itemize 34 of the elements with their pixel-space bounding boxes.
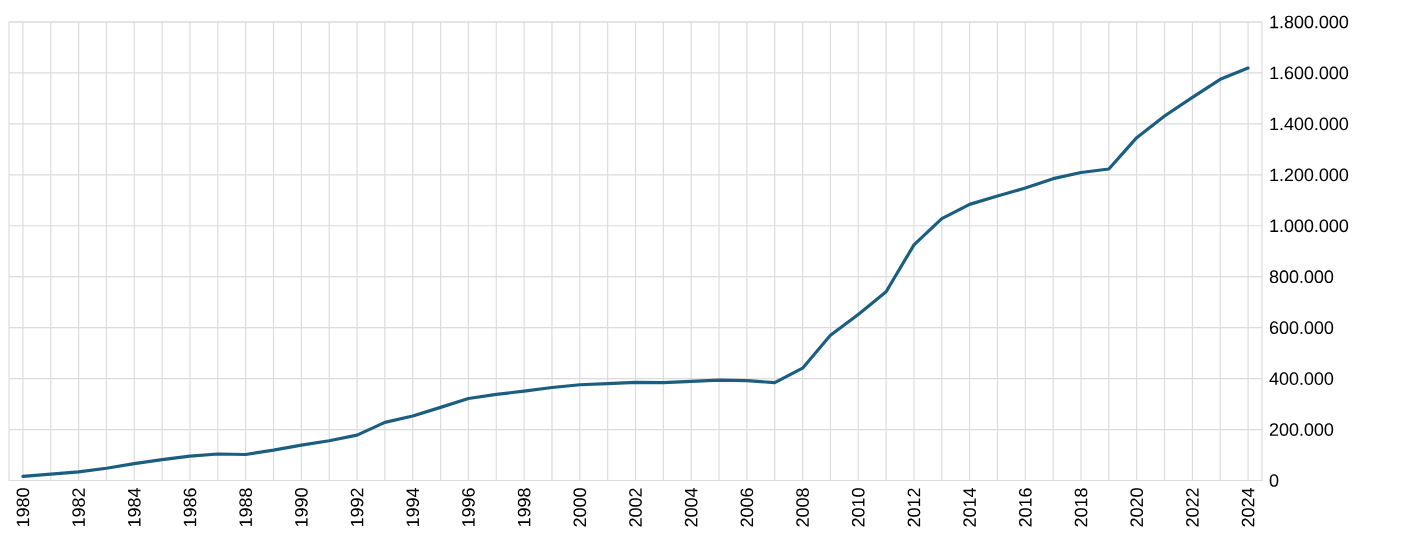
- x-tick-label: 1986: [183, 488, 197, 527]
- x-tick-label: 2018: [1074, 488, 1088, 527]
- x-tick-label: 1990: [295, 488, 308, 527]
- x-tick-label: 1988: [239, 488, 253, 527]
- x-tick-label: 1992: [350, 488, 364, 527]
- x-tick-label: 2016: [1018, 488, 1032, 527]
- x-tick-label: 2000: [573, 488, 587, 527]
- y-tick-label: 0: [1269, 474, 1279, 487]
- x-tick-label: 1998: [517, 488, 531, 527]
- x-tick-label: 1996: [462, 488, 475, 527]
- x-tick-label: 2002: [629, 488, 642, 527]
- y-tick-label: 1.800.000: [1270, 15, 1349, 29]
- y-tick-label: 1.400.000: [1270, 117, 1349, 131]
- x-tick-label: 2022: [1186, 488, 1199, 527]
- y-tick-label: 800.000: [1269, 270, 1334, 284]
- y-tick-label: 400.000: [1269, 372, 1334, 385]
- x-tick-label: 2008: [796, 488, 809, 527]
- x-tick-label: 1994: [406, 488, 420, 527]
- x-tick-label: 2004: [684, 488, 698, 527]
- line-series: [21, 66, 1250, 479]
- y-tick-label: 1.600.000: [1270, 66, 1349, 80]
- x-tick-label: 2012: [907, 488, 921, 527]
- x-tick-label: 2014: [963, 488, 976, 527]
- x-tick-label: 2020: [1130, 488, 1144, 527]
- x-tick-label: 2006: [740, 488, 754, 527]
- y-tick-label: 1.200.000: [1270, 168, 1349, 182]
- x-tick-label: 1984: [127, 488, 141, 527]
- x-tick-label: 2010: [851, 488, 865, 527]
- y-tick-label: 1.000.000: [1270, 219, 1349, 233]
- x-tick-label: 1980: [16, 488, 30, 527]
- x-tick-label: 2024: [1241, 488, 1255, 527]
- y-tick-label: 200.000: [1269, 423, 1334, 436]
- x-tick-label: 1982: [72, 488, 85, 527]
- y-tick-label: 600.000: [1269, 321, 1334, 335]
